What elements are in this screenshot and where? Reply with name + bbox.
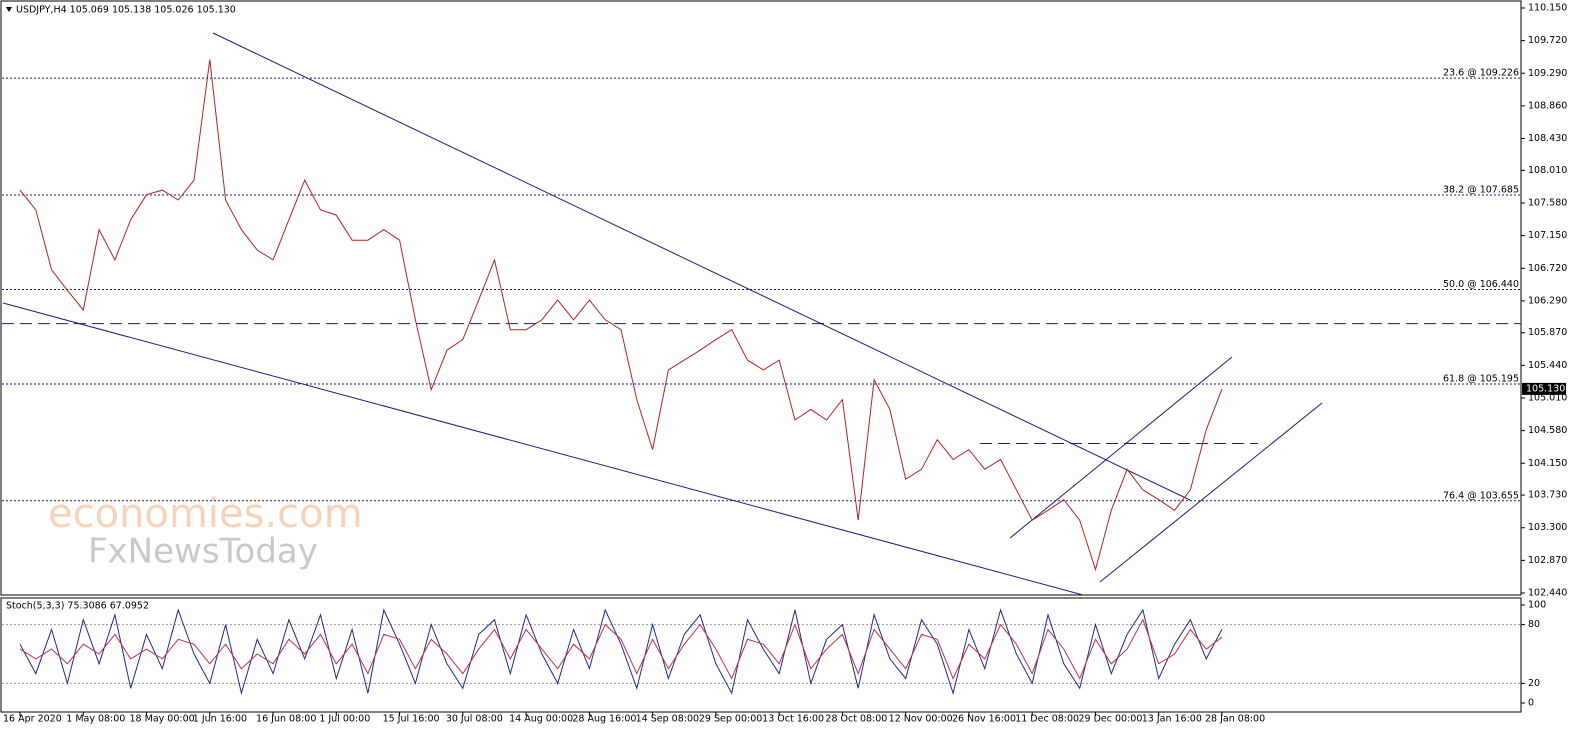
y-tick-label: 109.290 bbox=[1528, 68, 1567, 79]
y-tick-label: 109.720 bbox=[1528, 35, 1567, 46]
y-tick-label: 100 bbox=[1528, 600, 1546, 611]
y-tick-label: 102.870 bbox=[1528, 555, 1567, 566]
stoch-panel bbox=[0, 597, 1522, 713]
x-tick-label: 30 Jul 08:00 bbox=[446, 714, 503, 725]
stoch-title: Stoch(5,3,3) 75.3086 67.0952 bbox=[6, 601, 149, 612]
y-tick-label: 104.580 bbox=[1528, 425, 1567, 436]
x-tick-label: 16 Jun 08:00 bbox=[256, 714, 316, 725]
trend-lines bbox=[2, 32, 1323, 596]
trend-line bbox=[1099, 402, 1323, 583]
y-tick-label: 104.150 bbox=[1528, 458, 1567, 469]
trend-line bbox=[2, 302, 1084, 596]
x-tick-label: 15 Jul 16:00 bbox=[383, 714, 440, 725]
trend-line bbox=[1009, 356, 1233, 539]
watermark: FxNewsToday bbox=[88, 532, 318, 572]
y-tick-label: 102.440 bbox=[1528, 588, 1567, 599]
x-tick-label: 28 Oct 08:00 bbox=[825, 714, 887, 725]
series-line bbox=[19, 59, 1223, 572]
x-tick-label: 1 Jun 16:00 bbox=[193, 714, 247, 725]
y-tick-label: 80 bbox=[1528, 619, 1540, 630]
y-tick-label: 103.730 bbox=[1528, 490, 1567, 501]
price-tag-label: 105.130 bbox=[1526, 383, 1565, 394]
x-tick-label: 13 Jan 16:00 bbox=[1142, 714, 1202, 725]
x-tick-label: 26 Nov 16:00 bbox=[952, 714, 1016, 725]
y-tick-label: 105.440 bbox=[1528, 360, 1567, 371]
watermark: economies.com bbox=[48, 491, 363, 537]
x-tick-label: 12 Nov 00:00 bbox=[889, 714, 953, 725]
y-tick-label: 103.300 bbox=[1528, 522, 1567, 533]
x-tick-label: 14 Aug 00:00 bbox=[509, 714, 573, 725]
x-tick-label: 1 Jul 00:00 bbox=[319, 714, 370, 725]
y-tick-label: 108.860 bbox=[1528, 100, 1567, 111]
x-tick-label: 28 Jan 08:00 bbox=[1205, 714, 1265, 725]
fib-label: 61.8 @ 105.195 bbox=[1443, 373, 1519, 384]
x-tick-label: 18 May 00:00 bbox=[130, 714, 195, 725]
series-line bbox=[19, 618, 1223, 680]
y-tick-label: 106.720 bbox=[1528, 263, 1567, 274]
menu-arrow[interactable] bbox=[6, 7, 12, 12]
x-tick-label: 29 Dec 00:00 bbox=[1078, 714, 1142, 725]
price-tag bbox=[1522, 382, 1566, 395]
series-line bbox=[19, 608, 1223, 696]
y-tick-label: 20 bbox=[1528, 678, 1540, 689]
fib-label: 76.4 @ 103.655 bbox=[1443, 490, 1519, 501]
x-tick-label: 14 Sep 08:00 bbox=[636, 714, 699, 725]
chart-title: USDJPY,H4 105.069 105.138 105.026 105.13… bbox=[16, 5, 236, 16]
price-panel bbox=[0, 0, 1522, 596]
y-tick-label: 110.150 bbox=[1528, 3, 1567, 14]
x-tick-label: 13 Oct 16:00 bbox=[762, 714, 824, 725]
y-tick-label: 107.150 bbox=[1528, 230, 1567, 241]
y-tick-label: 105.010 bbox=[1528, 393, 1567, 404]
x-tick-label: 11 Dec 08:00 bbox=[1015, 714, 1079, 725]
x-tick-label: 16 Apr 2020 bbox=[3, 714, 62, 725]
trend-line bbox=[212, 32, 1191, 501]
y-tick-label: 105.870 bbox=[1528, 327, 1567, 338]
x-tick-label: 29 Sep 00:00 bbox=[699, 714, 762, 725]
y-tick-label: 0 bbox=[1528, 698, 1534, 709]
y-tick-label: 107.580 bbox=[1528, 198, 1567, 209]
x-tick-label: 1 May 08:00 bbox=[66, 714, 125, 725]
fib-label: 38.2 @ 107.685 bbox=[1443, 185, 1519, 196]
y-tick-label: 106.290 bbox=[1528, 295, 1567, 306]
x-tick-label: 28 Aug 16:00 bbox=[572, 714, 636, 725]
fib-label: 50.0 @ 106.440 bbox=[1443, 279, 1519, 290]
y-tick-label: 108.010 bbox=[1528, 165, 1567, 176]
fib-label: 23.6 @ 109.226 bbox=[1443, 68, 1519, 79]
y-tick-label: 108.430 bbox=[1528, 133, 1567, 144]
